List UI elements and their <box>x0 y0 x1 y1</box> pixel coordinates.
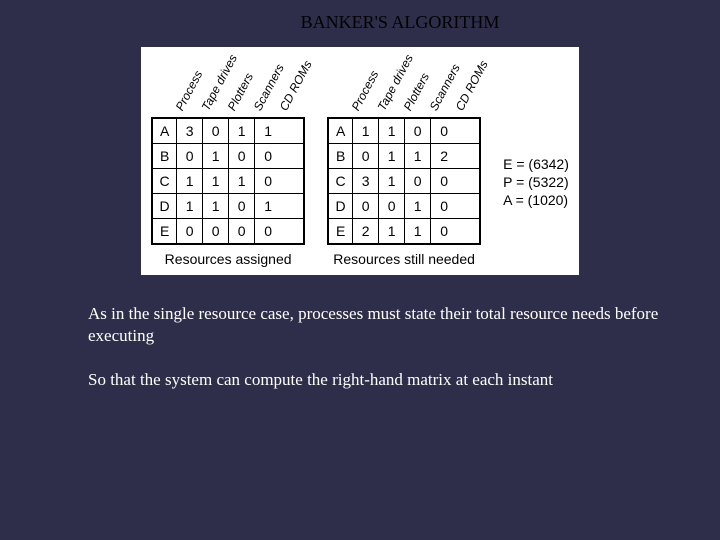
proc-label: E <box>329 219 353 243</box>
proc-label: E <box>153 219 177 243</box>
cell: 0 <box>203 119 229 143</box>
cell: 1 <box>379 144 405 168</box>
paragraph-2: So that the system can compute the right… <box>88 369 678 391</box>
cell: 1 <box>229 169 255 193</box>
proc-label: D <box>329 194 353 218</box>
cell: 1 <box>229 119 255 143</box>
cell: 0 <box>177 219 203 243</box>
cell: 2 <box>431 144 457 168</box>
cell: 1 <box>177 194 203 218</box>
proc-label: B <box>329 144 353 168</box>
vector-P: P = (5322) <box>503 174 569 190</box>
cell: 0 <box>431 119 457 143</box>
cell: 1 <box>379 169 405 193</box>
caption-needed: Resources still needed <box>333 251 475 267</box>
proc-label: C <box>153 169 177 193</box>
cell: 0 <box>229 144 255 168</box>
cell: 0 <box>229 194 255 218</box>
proc-label: C <box>329 169 353 193</box>
cell: 1 <box>405 219 431 243</box>
proc-label: A <box>153 119 177 143</box>
proc-label: A <box>329 119 353 143</box>
proc-label: D <box>153 194 177 218</box>
cell: 1 <box>203 144 229 168</box>
cell: 0 <box>379 194 405 218</box>
matrix-assigned: Process Tape drives Plotters Scanners CD… <box>151 57 305 267</box>
grid-assigned: A 3 0 1 1 B 0 1 0 0 C 1 <box>151 117 305 245</box>
cell: 1 <box>353 119 379 143</box>
cell: 3 <box>177 119 203 143</box>
paragraph-1: As in the single resource case, processe… <box>88 303 678 347</box>
vector-E: E = (6342) <box>503 156 569 172</box>
cell: 0 <box>229 219 255 243</box>
cell: 0 <box>255 169 281 193</box>
cell: 0 <box>203 219 229 243</box>
cell: 0 <box>353 194 379 218</box>
vector-A: A = (1020) <box>503 192 569 208</box>
cell: 0 <box>405 169 431 193</box>
grid-needed: A 1 1 0 0 B 0 1 1 2 C 3 <box>327 117 481 245</box>
cell: 0 <box>431 169 457 193</box>
cell: 1 <box>255 194 281 218</box>
cell: 1 <box>177 169 203 193</box>
cell: 0 <box>353 144 379 168</box>
cell: 1 <box>379 119 405 143</box>
cell: 0 <box>255 219 281 243</box>
cell: 0 <box>431 194 457 218</box>
cell: 1 <box>255 119 281 143</box>
cell: 1 <box>405 144 431 168</box>
col-headers-needed: Process Tape drives Plotters Scanners CD… <box>351 57 481 117</box>
slide-title: BANKER'S ALGORITHM <box>120 12 680 33</box>
cell: 0 <box>405 119 431 143</box>
cell: 0 <box>177 144 203 168</box>
cell: 1 <box>203 194 229 218</box>
cell: 1 <box>203 169 229 193</box>
cell: 0 <box>431 219 457 243</box>
cell: 1 <box>405 194 431 218</box>
figure: Process Tape drives Plotters Scanners CD… <box>141 47 579 275</box>
cell: 0 <box>255 144 281 168</box>
colh: CD ROMs <box>453 58 491 113</box>
col-headers-assigned: Process Tape drives Plotters Scanners CD… <box>175 57 305 117</box>
caption-assigned: Resources assigned <box>165 251 292 267</box>
cell: 2 <box>353 219 379 243</box>
proc-label: B <box>153 144 177 168</box>
vectors: E = (6342) P = (5322) A = (1020) <box>503 57 569 267</box>
matrix-needed: Process Tape drives Plotters Scanners CD… <box>327 57 481 267</box>
colh: CD ROMs <box>277 58 315 113</box>
cell: 3 <box>353 169 379 193</box>
cell: 1 <box>379 219 405 243</box>
